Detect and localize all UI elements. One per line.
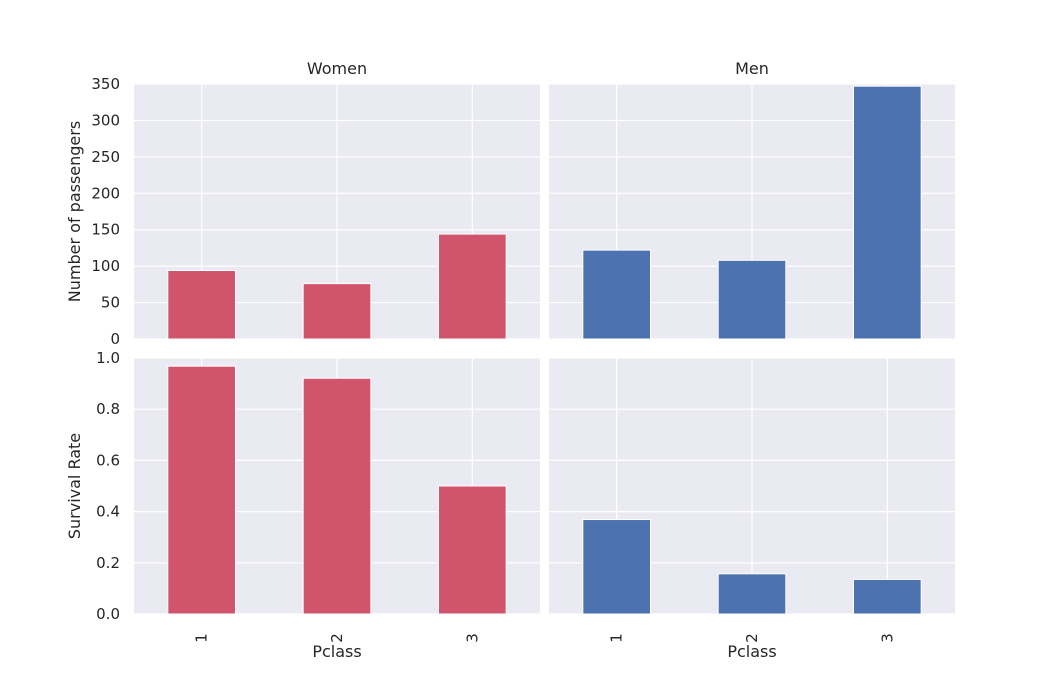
y-tick-label: 0.6 — [96, 451, 120, 469]
bar-class-1 — [582, 249, 651, 340]
x-tick-label: 3 — [878, 633, 896, 643]
y-tick-label: 250 — [91, 148, 120, 166]
bar-class-2 — [302, 377, 372, 615]
y-tick-label: 0 — [110, 330, 120, 348]
y-axis-label: Number of passengers — [65, 121, 84, 302]
x-axis-label: Pclass — [727, 642, 776, 661]
y-tick-label: 350 — [91, 75, 120, 93]
x-tick-label: 1 — [608, 633, 626, 643]
panel-4: 1 2 3 Pclass — [549, 357, 955, 661]
y-tick-label: 50 — [101, 294, 120, 312]
x-axis-label: Pclass — [312, 642, 361, 661]
y-axis-label: Survival Rate — [65, 433, 84, 539]
panel-2: Men — [549, 59, 955, 340]
bar-class-3 — [853, 578, 922, 615]
x-tick-label: 2 — [328, 633, 346, 643]
bar-class-1 — [582, 519, 651, 615]
y-tick-label: 0.4 — [96, 503, 120, 521]
y-tick-label: 0.2 — [96, 554, 120, 572]
panel-3: 0.0 0.2 0.4 0.6 0.8 1.0 1 2 3 Pclass Survival Rate — [65, 349, 540, 661]
x-tick-label: 2 — [743, 633, 761, 643]
y-tick-label: 0.0 — [96, 605, 120, 623]
y-tick-label: 100 — [91, 257, 120, 275]
bar-class-3 — [438, 485, 507, 615]
panel-title: Men — [735, 59, 769, 78]
bar-class-1 — [167, 270, 236, 340]
x-tick-label: 3 — [463, 633, 481, 643]
bar-class-2 — [717, 259, 787, 340]
panel-title: Women — [307, 59, 367, 78]
y-tick-label: 300 — [91, 111, 120, 129]
panel-1: 0 50 100 150 200 250 300 350 Number of passenger… — [65, 59, 540, 348]
bar-class-2 — [717, 573, 787, 615]
bar-class-3 — [438, 233, 507, 340]
bar-class-3 — [853, 85, 922, 340]
y-tick-label: 150 — [91, 221, 120, 239]
x-tick-label: 1 — [193, 633, 211, 643]
y-tick-label: 200 — [91, 184, 120, 202]
bar-class-2 — [302, 283, 372, 340]
bar-class-1 — [167, 365, 236, 615]
y-tick-label: 0.8 — [96, 400, 120, 418]
y-tick-label: 1.0 — [96, 349, 120, 367]
